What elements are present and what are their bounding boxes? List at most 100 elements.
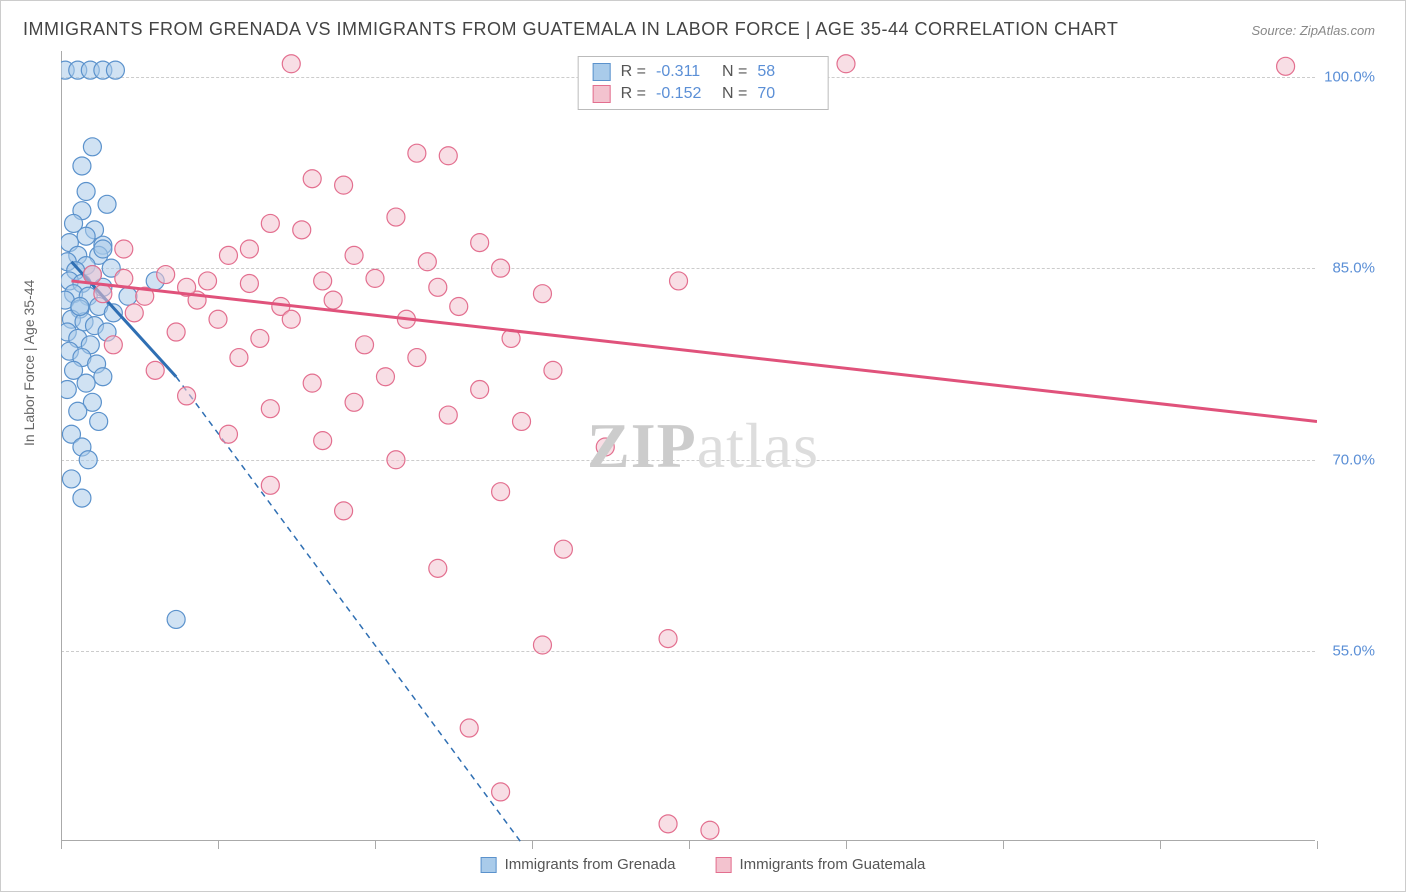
data-point [492, 483, 510, 501]
legend-item: Immigrants from Guatemala [716, 856, 926, 873]
data-point [119, 287, 137, 305]
data-point [240, 240, 258, 258]
data-point [837, 55, 855, 73]
data-point [492, 783, 510, 801]
data-point [261, 476, 279, 494]
data-point [408, 144, 426, 162]
data-point [345, 393, 363, 411]
data-point [79, 451, 97, 469]
y-tick-label: 70.0% [1332, 451, 1375, 468]
data-point [345, 246, 363, 264]
data-point [83, 138, 101, 156]
source-attribution: Source: ZipAtlas.com [1251, 23, 1375, 38]
data-point [199, 272, 217, 290]
legend-swatch [481, 857, 497, 873]
legend-label: Immigrants from Grenada [505, 856, 676, 873]
stat-r-value: -0.152 [656, 85, 712, 103]
stats-row: R = -0.311 N = 58 [593, 61, 814, 83]
data-point [77, 227, 95, 245]
data-point [261, 214, 279, 232]
data-point [98, 195, 116, 213]
data-point [146, 361, 164, 379]
data-point [282, 55, 300, 73]
data-point [659, 815, 677, 833]
data-point [1277, 57, 1295, 75]
data-point [104, 336, 122, 354]
data-point [376, 368, 394, 386]
data-point [94, 285, 112, 303]
data-point [71, 297, 89, 315]
data-point [251, 329, 269, 347]
y-tick-label: 55.0% [1332, 643, 1375, 660]
data-point [303, 170, 321, 188]
stats-row: R = -0.152N = 70 [593, 83, 814, 105]
data-point [439, 406, 457, 424]
data-point [178, 387, 196, 405]
trend-line-extrapolated [176, 377, 521, 843]
data-point [460, 719, 478, 737]
data-point [471, 234, 489, 252]
data-point [106, 61, 124, 79]
data-point [492, 259, 510, 277]
y-tick-label: 85.0% [1332, 260, 1375, 277]
data-point [115, 240, 133, 258]
data-point [73, 157, 91, 175]
data-point [439, 147, 457, 165]
data-point [282, 310, 300, 328]
data-point [659, 630, 677, 648]
data-point [335, 176, 353, 194]
legend: Immigrants from Grenada Immigrants from G… [481, 856, 926, 873]
data-point [61, 381, 76, 399]
data-point [230, 349, 248, 367]
data-point [335, 502, 353, 520]
stat-n-label: N = [722, 85, 747, 103]
data-point [314, 272, 332, 290]
data-point [90, 412, 108, 430]
stat-r-label: R = [621, 63, 646, 81]
data-point [219, 425, 237, 443]
data-point [240, 274, 258, 292]
data-point [62, 470, 80, 488]
data-point [544, 361, 562, 379]
stats-swatch [593, 85, 611, 103]
stat-n-value: 58 [757, 63, 813, 81]
chart-title: IMMIGRANTS FROM GRENADA VS IMMIGRANTS FR… [23, 19, 1118, 40]
data-point [77, 183, 95, 201]
data-point [596, 438, 614, 456]
data-point [83, 266, 101, 284]
y-axis-label: In Labor Force | Age 35-44 [21, 280, 37, 446]
data-point [167, 610, 185, 628]
data-point [387, 451, 405, 469]
stat-n-value: 70 [757, 85, 813, 103]
data-point [209, 310, 227, 328]
data-point [314, 432, 332, 450]
data-point [293, 221, 311, 239]
data-point [157, 266, 175, 284]
stat-r-value: -0.311 [656, 63, 712, 81]
data-point [408, 349, 426, 367]
legend-label: Immigrants from Guatemala [740, 856, 926, 873]
data-point [167, 323, 185, 341]
data-point [324, 291, 342, 309]
data-point [261, 400, 279, 418]
data-point [670, 272, 688, 290]
data-point [533, 636, 551, 654]
data-point [418, 253, 436, 271]
data-point [701, 821, 719, 839]
data-point [450, 297, 468, 315]
chart-container: IMMIGRANTS FROM GRENADA VS IMMIGRANTS FR… [0, 0, 1406, 892]
y-tick-label: 100.0% [1324, 68, 1375, 85]
data-point [69, 402, 87, 420]
scatter-svg [61, 51, 1317, 843]
data-point [303, 374, 321, 392]
stat-n-label: N = [722, 63, 747, 81]
data-point [94, 368, 112, 386]
data-point [387, 208, 405, 226]
stats-swatch [593, 63, 611, 81]
trend-line [71, 281, 1317, 422]
data-point [513, 412, 531, 430]
data-point [429, 278, 447, 296]
data-point [125, 304, 143, 322]
x-tick-mark [1317, 841, 1318, 849]
data-point [219, 246, 237, 264]
